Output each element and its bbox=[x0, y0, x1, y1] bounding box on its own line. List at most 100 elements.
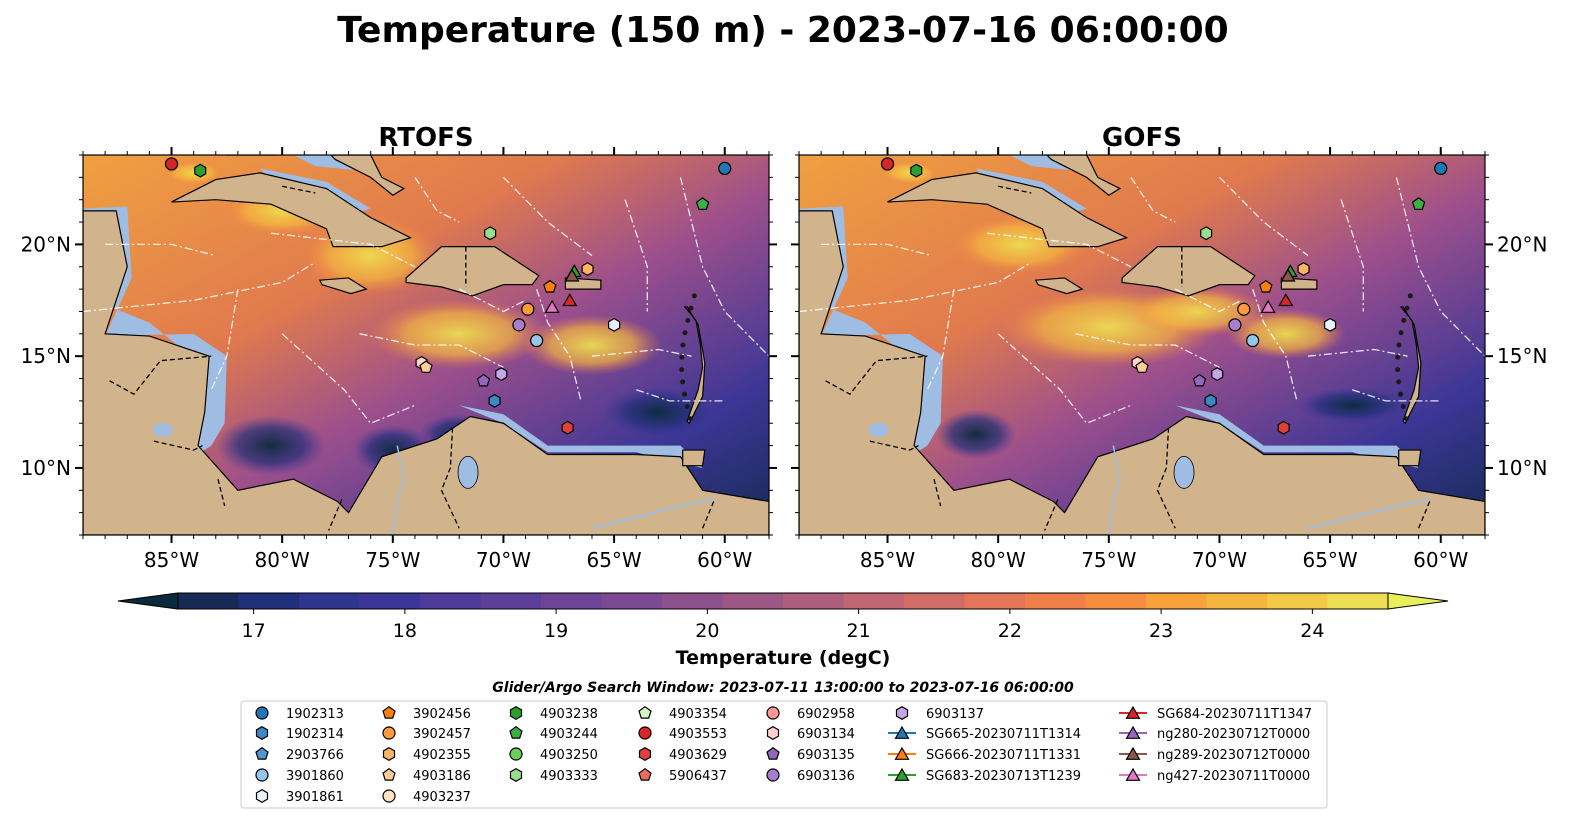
island-dot bbox=[1396, 379, 1402, 385]
colorbar-tick-label: 18 bbox=[393, 620, 417, 642]
obs-marker-3901860 bbox=[530, 333, 544, 348]
legend-label: 1902314 bbox=[286, 727, 344, 742]
eez-boundary bbox=[636, 389, 725, 402]
legend-label: 5906437 bbox=[669, 769, 727, 784]
legend-item: 6903134 bbox=[766, 726, 855, 742]
country-border bbox=[998, 185, 1032, 194]
legend-item: ng289-20230712T0000 bbox=[1119, 746, 1310, 763]
eez-boundary bbox=[821, 243, 932, 257]
map-frame-gofs bbox=[798, 154, 1486, 536]
legend-item: 3901860 bbox=[255, 768, 344, 784]
legend-marker bbox=[509, 747, 523, 761]
eez-boundary bbox=[987, 232, 1132, 268]
eez-boundary bbox=[1252, 288, 1298, 402]
legend-label: ng427-20230711T0000 bbox=[1157, 769, 1310, 784]
lon-tick-label: 70°W bbox=[476, 548, 531, 572]
legend-marker bbox=[382, 767, 396, 781]
eez-boundary bbox=[1340, 199, 1364, 312]
eez-boundary bbox=[1075, 333, 1220, 368]
cold-region bbox=[216, 415, 327, 476]
obs-marker-4903629 bbox=[1277, 420, 1290, 435]
legend-label: 3902457 bbox=[413, 727, 471, 742]
legend-marker bbox=[509, 725, 523, 739]
colorbar-tick-label: 20 bbox=[695, 620, 719, 642]
legend-item: 2903766 bbox=[255, 746, 344, 763]
legend-marker bbox=[894, 767, 910, 781]
country-border bbox=[1044, 498, 1059, 531]
land-jamaica bbox=[318, 277, 368, 295]
legend-marker bbox=[766, 726, 780, 740]
eez-boundary bbox=[502, 176, 593, 257]
legend-marker bbox=[255, 706, 269, 720]
magdalena-river bbox=[392, 445, 405, 535]
obs-marker-ng427-20230711T0000 bbox=[544, 299, 560, 313]
country-border bbox=[440, 427, 460, 529]
legend-marker bbox=[255, 789, 269, 803]
warm-region bbox=[369, 298, 550, 369]
obs-marker-4902355 bbox=[1297, 262, 1310, 276]
legend-item: 4902355 bbox=[382, 747, 471, 763]
obs-marker-3901861 bbox=[1323, 317, 1337, 332]
legend-marker bbox=[382, 705, 396, 719]
axes-gofs: 85°W 80°W 75°W 70°W 65°W 60°W 20°N 15°N 10°N bbox=[791, 147, 1547, 572]
land-trinidad bbox=[1398, 449, 1422, 467]
country-border bbox=[702, 501, 715, 529]
colorbar-bin bbox=[1327, 593, 1389, 609]
obs-marker-6903137 bbox=[495, 367, 508, 382]
legend-item: 4903333 bbox=[509, 768, 598, 784]
map-panel-rtofs bbox=[83, 155, 769, 535]
lake-maracaibo bbox=[1173, 456, 1195, 489]
colorbar-label: Temperature (degC) bbox=[676, 647, 891, 669]
colorbar-bin bbox=[541, 593, 602, 609]
obs-marker-4903553 bbox=[880, 157, 895, 171]
legend-label: 4903244 bbox=[540, 727, 598, 742]
legend-label: 3901860 bbox=[286, 769, 344, 784]
country-border bbox=[109, 355, 212, 396]
land-lesserAnt bbox=[683, 306, 706, 425]
land-hispaniola bbox=[1121, 246, 1256, 297]
land-florida bbox=[225, 155, 277, 156]
eez-boundary bbox=[926, 289, 955, 390]
colorbar-bin bbox=[480, 593, 542, 609]
legend-label: 4903238 bbox=[540, 707, 598, 722]
lon-tick-label: 75°W bbox=[1081, 548, 1136, 572]
obs-marker-4903244 bbox=[695, 197, 710, 210]
legend-item: 4903237 bbox=[382, 789, 471, 805]
obs-marker-6903136 bbox=[1228, 318, 1242, 332]
colorbar-bin bbox=[601, 593, 663, 609]
colorbar-bin bbox=[238, 593, 300, 609]
map-frame-rtofs bbox=[82, 154, 770, 536]
colorbar-bin bbox=[1085, 593, 1147, 609]
obs-marker-6903137 bbox=[1211, 367, 1224, 382]
warm-region bbox=[521, 315, 662, 375]
lon-tick-label: 60°W bbox=[1413, 548, 1468, 572]
land-trinidad bbox=[682, 449, 706, 467]
obs-marker-1902313 bbox=[1434, 161, 1448, 176]
cold-region bbox=[936, 409, 1017, 460]
colorbar-bin bbox=[662, 593, 723, 609]
lat-tick-label: 10°N bbox=[1497, 456, 1547, 480]
colorbar-tick-label: 22 bbox=[998, 620, 1022, 642]
colorbar-bin bbox=[178, 593, 239, 609]
legend-label: 4903186 bbox=[413, 769, 471, 784]
legend-marker bbox=[382, 726, 396, 740]
eez-boundary bbox=[1174, 288, 1242, 313]
obs-marker-4903238 bbox=[910, 163, 923, 178]
legend-marker bbox=[894, 746, 910, 760]
shelf-area bbox=[1175, 405, 1419, 468]
legend-item: 3901861 bbox=[255, 789, 344, 805]
colorbar-bin bbox=[420, 593, 481, 609]
eez-boundary bbox=[997, 333, 1132, 425]
legend-label: 4903629 bbox=[669, 748, 727, 763]
legend-marker bbox=[509, 706, 523, 720]
legend-label: 6903135 bbox=[797, 748, 855, 763]
land-cuba bbox=[171, 172, 413, 248]
orinoco-river bbox=[591, 498, 714, 530]
legend-marker bbox=[638, 747, 652, 761]
colorbar-bin bbox=[964, 593, 1026, 609]
lon-tick-label: 80°W bbox=[971, 548, 1026, 572]
cold-region bbox=[603, 387, 714, 438]
legend-item: 4903238 bbox=[509, 706, 598, 722]
warm-region bbox=[163, 160, 224, 185]
